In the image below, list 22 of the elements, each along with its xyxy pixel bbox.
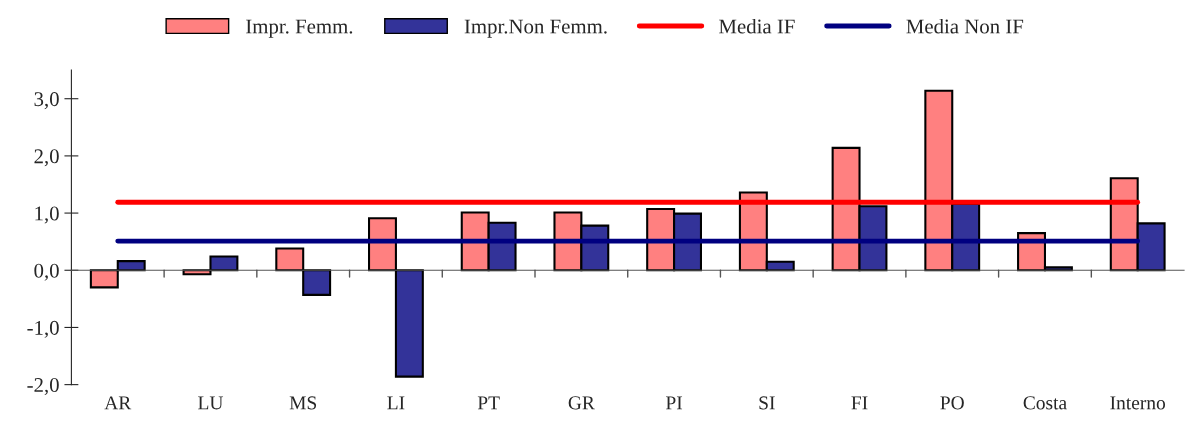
x-tick-label: FI <box>851 396 868 410</box>
legend-label: Impr.Non Femm. <box>464 19 607 38</box>
y-tick-label: 0,0 <box>34 263 59 281</box>
x-tick-label: Interno <box>1110 396 1166 410</box>
x-tick-label: GR <box>568 396 595 410</box>
x-tick-label: Costa <box>1023 396 1067 410</box>
x-tick-label: LI <box>387 396 405 410</box>
x-tick-label: PT <box>477 396 500 410</box>
x-tick-label: PO <box>940 396 964 410</box>
legend-label: Impr. Femm. <box>246 19 353 38</box>
y-tick-label: 1,0 <box>35 206 59 224</box>
y-tick-label: -2,0 <box>27 378 59 396</box>
y-tick-label: 3,0 <box>34 92 59 110</box>
x-tick-label: SI <box>759 396 775 410</box>
x-tick-label: MS <box>289 396 317 410</box>
legend-label: Media Non IF <box>906 18 1024 34</box>
y-tick-label: -1,0 <box>27 320 59 338</box>
y-tick-label: 2,0 <box>34 149 59 167</box>
x-tick-label: PI <box>666 396 683 410</box>
legend-label: Media IF <box>719 18 795 34</box>
x-tick-label: LU <box>198 396 224 410</box>
x-tick-label: AR <box>104 396 132 410</box>
